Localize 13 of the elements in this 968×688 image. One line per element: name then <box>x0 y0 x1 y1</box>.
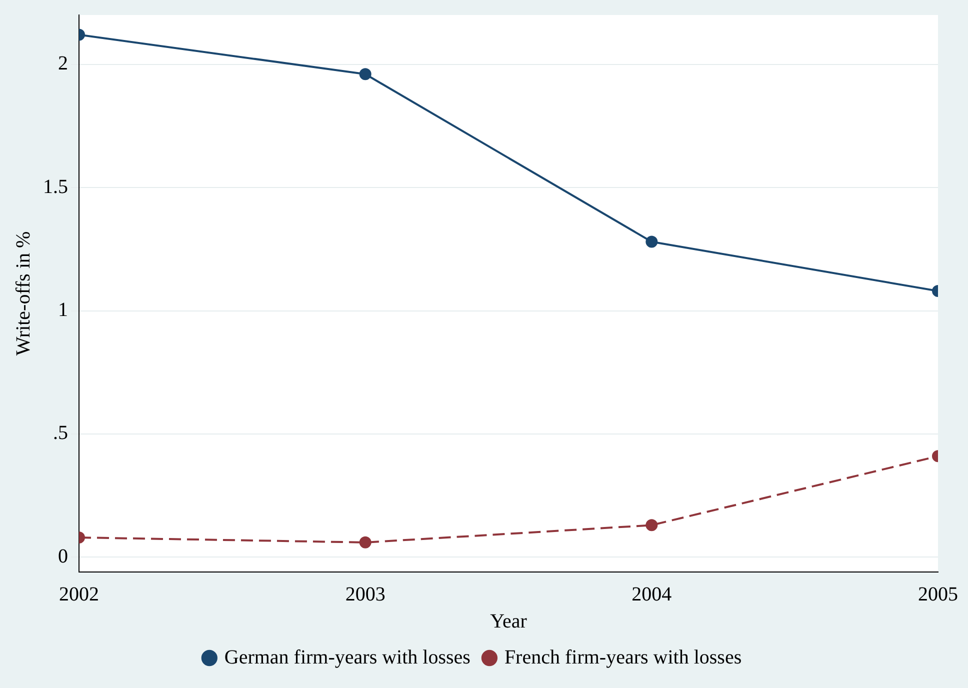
y-tick-label: .5 <box>53 422 68 444</box>
y-axis-title: Write-offs in % <box>12 231 34 356</box>
x-tick-label: 2005 <box>918 583 958 606</box>
y-tick-label: 0 <box>58 545 68 568</box>
legend-label: French firm-years with losses <box>504 646 742 668</box>
y-tick-label: 2 <box>58 52 68 75</box>
y-tick-label: 1.5 <box>43 176 68 198</box>
x-tick-label: 2003 <box>345 583 386 606</box>
x-axis-title: Year <box>490 610 528 632</box>
x-tick-label: 2002 <box>59 583 99 606</box>
y-tick-label: 1 <box>58 299 68 321</box>
legend-label: German firm-years with losses <box>224 646 471 668</box>
x-tick-label: 2004 <box>632 583 672 606</box>
